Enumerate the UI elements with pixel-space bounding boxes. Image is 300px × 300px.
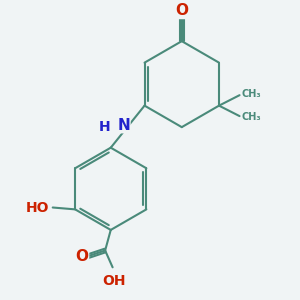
Text: O: O xyxy=(175,3,188,18)
Text: CH₃: CH₃ xyxy=(242,112,261,122)
Text: H: H xyxy=(99,120,110,134)
Text: O: O xyxy=(75,249,88,264)
Text: OH: OH xyxy=(103,274,126,288)
Text: CH₃: CH₃ xyxy=(242,89,261,99)
Text: HO: HO xyxy=(26,200,50,214)
Text: N: N xyxy=(117,118,130,133)
